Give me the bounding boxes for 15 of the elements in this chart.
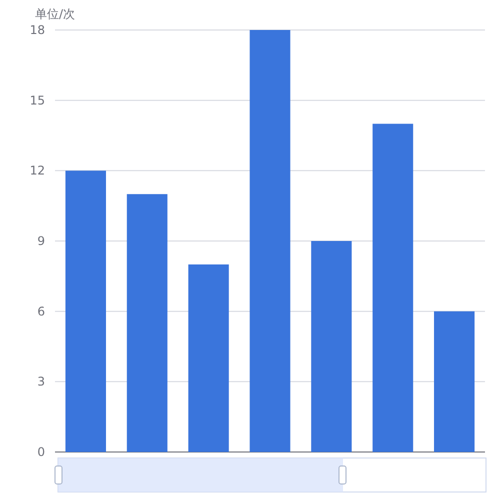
bar <box>188 264 229 452</box>
y-tick-label: 3 <box>37 374 45 389</box>
y-tick-label: 6 <box>37 304 45 318</box>
y-tick-label: 12 <box>30 164 45 178</box>
y-axis-title: 单位/次 <box>35 7 76 21</box>
y-tick-label: 9 <box>37 234 45 248</box>
y-tick-label: 0 <box>37 445 45 459</box>
bar <box>434 311 475 452</box>
bar <box>311 241 352 452</box>
y-tick-label: 18 <box>30 23 45 37</box>
bar <box>65 170 106 452</box>
y-tick-label: 15 <box>30 93 45 108</box>
bar <box>372 124 414 452</box>
bar <box>126 194 168 452</box>
bar <box>250 30 290 452</box>
